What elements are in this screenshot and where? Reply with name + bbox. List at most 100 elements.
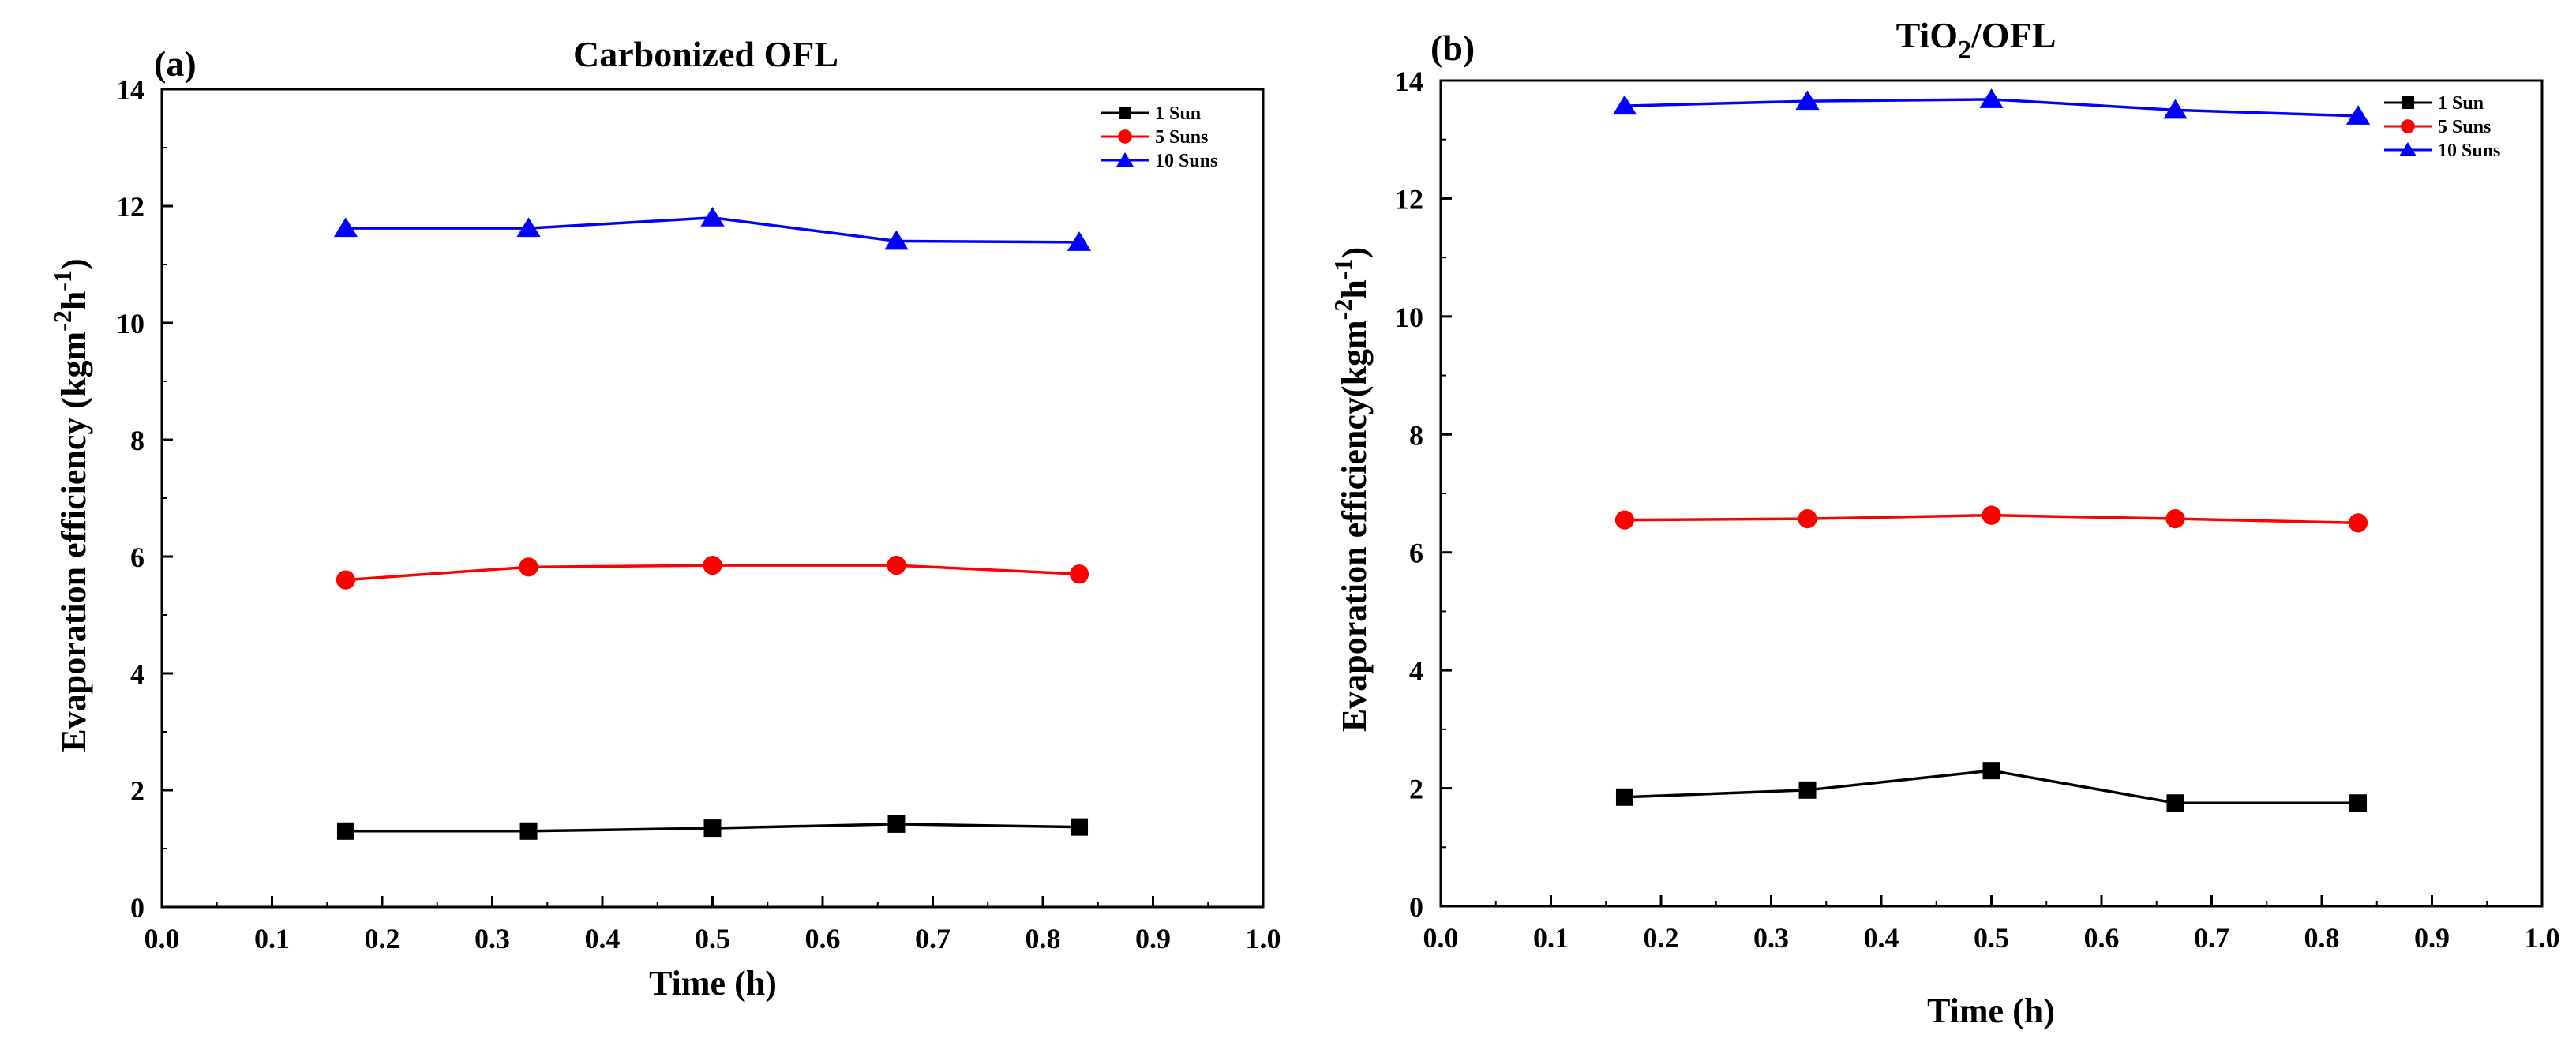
panel-b-x-tick-label: 0.6	[2084, 922, 2120, 954]
panel-b-series-3-point	[2345, 105, 2371, 125]
panel-a-series-1-point	[887, 815, 906, 833]
panel-b-series-1-point	[2349, 794, 2368, 812]
panel-b-x-tick-label: 0.7	[2194, 922, 2229, 954]
panel-a-x-tick-label: 0.1	[254, 923, 290, 954]
panel-a-series-2-point	[887, 556, 906, 575]
panel-b-x-tick-label: 0.5	[1974, 922, 2009, 954]
panel-a-ylabel-end: )	[54, 258, 93, 270]
chart-panel-a: (a) Carbonized OFL 0.0 0.1 0.2 0.3 0.4 0.5 0.6…	[48, 34, 1281, 1003]
panel-a-y-tick-label: 4	[130, 658, 144, 690]
panel-a-series-2-point	[336, 570, 356, 590]
panel-b-ylabel-mid: h	[1335, 279, 1374, 298]
panel-a-x-tick-label: 0.8	[1026, 923, 1061, 954]
panel-b-title-main: TiO	[1896, 15, 1958, 55]
panel-a-series-2-point	[1069, 564, 1089, 584]
panel-b-label: (b)	[1430, 28, 1475, 68]
panel-a-legend-marker-3	[1116, 152, 1134, 167]
panel-a-series-1-point	[703, 819, 722, 838]
panel-a-y-tick-label: 10	[116, 308, 144, 339]
panel-b-series-3-point	[1612, 95, 1637, 115]
panel-b-ticks: 0.0 0.1 0.2 0.3 0.4 0.5 0.6 0.7 0.8 0.9 1.0 0 2 4 6 8 10…	[1395, 66, 2560, 954]
panel-b-x-tick-label: 1.0	[2525, 922, 2560, 954]
panel-a-x-tick-label: 0.6	[805, 923, 841, 954]
panel-b-y-tick-label: 6	[1409, 538, 1423, 569]
panel-a-ylabel-sup1: -2	[48, 310, 77, 332]
panel-b-marks	[1612, 88, 2371, 812]
panel-a-label: (a)	[154, 43, 197, 84]
panel-a-x-tick-label: 0.2	[365, 923, 400, 954]
panel-b-x-tick-label: 0.1	[1533, 922, 1569, 954]
panel-a-x-tick-label: 0.9	[1135, 923, 1171, 954]
panel-a-ticks: 0.0 0.1 0.2 0.3 0.4 0.5 0.6 0.7 0.8 0.9 1.0 0 2 4 6 8 10…	[116, 74, 1281, 954]
panel-b-title-end: /OFL	[1970, 15, 2056, 55]
panel-b-y-tick-label: 12	[1395, 183, 1423, 215]
panel-b-series-1-point	[1798, 781, 1817, 799]
panel-a-series-1-point	[1071, 818, 1089, 836]
panel-a-y-tick-label: 2	[130, 775, 144, 807]
panel-b-series-2-point	[2348, 513, 2368, 533]
panel-a-series-3-point	[516, 217, 541, 238]
panel-b-series-2-point	[1982, 505, 2001, 525]
panel-b-legend-marker-3	[2399, 142, 2417, 156]
panel-b-y-tick-label: 10	[1395, 302, 1423, 333]
panel-a-x-tick-label: 0.3	[474, 923, 510, 954]
panel-b-series-3-point	[2163, 99, 2188, 119]
panel-a-series-2-point	[519, 557, 538, 577]
panel-b-legend-label-3: 10 Suns	[2438, 141, 2500, 161]
panel-b-series-2-point	[1614, 510, 1635, 530]
panel-a-ylabel-sup2: -1	[48, 270, 77, 291]
panel-b-ylabel-end: )	[1335, 247, 1374, 259]
panel-a-y-tick-label: 6	[130, 542, 144, 573]
panel-b-series-2-point	[2165, 509, 2185, 529]
panel-a-legend-label-3: 10 Suns	[1155, 151, 1217, 171]
panel-a-x-tick-label: 0.0	[144, 923, 180, 954]
panel-b-legend-marker-2	[2401, 119, 2415, 133]
panel-a-legend-marker-1	[1119, 107, 1131, 119]
panel-a-ylabel-main: Evaporation efficiency (kgm	[54, 332, 93, 752]
panel-b-series-3-point	[1795, 90, 1820, 111]
panel-a-legend-label-2: 5 Suns	[1155, 127, 1208, 148]
panel-a-y-tick-label: 12	[116, 191, 144, 223]
panel-b-y-tick-label: 0	[1409, 891, 1423, 923]
panel-a-y-axis-title: Evaporation efficiency (kgm-2h-1)	[48, 258, 93, 752]
panel-a-y-tick-label: 8	[130, 425, 144, 456]
panel-b-series-3-point	[1979, 88, 2004, 108]
panel-a-x-axis-title: Time (h)	[649, 964, 777, 1003]
panel-a-x-tick-label: 0.7	[915, 923, 951, 954]
chart-panel-b: (b) TiO2/OFL 0.0 0.1 0.2 0.3 0.4 0.5 0.6 0.7 0.8…	[1329, 15, 2560, 1030]
panel-a-legend-marker-2	[1118, 129, 1132, 144]
panel-a-y-tick-label: 0	[130, 892, 144, 924]
panel-a-series-3-point	[1067, 231, 1092, 251]
panel-a-marks	[333, 207, 1092, 840]
panel-a-x-tick-label: 0.4	[585, 923, 621, 954]
panel-b-y-tick-label: 14	[1395, 66, 1423, 97]
panel-b-x-tick-label: 0.2	[1644, 922, 1679, 954]
panel-b-ylabel-sup2: -1	[1329, 259, 1357, 280]
panel-a-series-2-point	[703, 556, 722, 575]
panel-b-legend: 1 Sun 5 Suns 10 Suns	[2384, 93, 2500, 161]
panel-b-legend-label-1: 1 Sun	[2438, 93, 2484, 114]
panel-a-series-1-point	[336, 822, 354, 840]
panel-b-title: TiO2/OFL	[1896, 15, 2057, 65]
panel-b-x-tick-label: 0.0	[1423, 922, 1459, 954]
panel-b-legend-marker-1	[2402, 96, 2414, 109]
panel-b-ylabel-sup1: -2	[1329, 299, 1357, 321]
panel-b-series-1-point	[2166, 794, 2184, 812]
panel-a-ylabel-mid: h	[54, 291, 93, 310]
panel-b-x-tick-label: 0.4	[1864, 922, 1899, 954]
panel-a-legend: 1 Sun 5 Suns 10 Suns	[1101, 103, 1217, 171]
panel-a-series-3-point	[333, 217, 358, 238]
panel-b-series-1-point	[1982, 762, 2000, 780]
panel-b-x-axis-title: Time (h)	[1927, 992, 2055, 1030]
panel-b-ylabel-main: Evaporation efficiency(kgm	[1335, 320, 1374, 732]
panel-b-x-tick-label: 0.8	[2304, 922, 2340, 954]
panel-b-legend-label-2: 5 Suns	[2438, 117, 2491, 137]
panel-b-y-tick-label: 8	[1409, 419, 1423, 451]
panel-a-y-tick-label: 14	[116, 74, 144, 106]
panel-a-x-tick-label: 1.0	[1246, 923, 1281, 954]
panel-b-series-1-point	[1615, 788, 1633, 806]
panel-a-series-1-point	[519, 822, 538, 840]
panel-b-y-tick-label: 2	[1409, 774, 1423, 805]
